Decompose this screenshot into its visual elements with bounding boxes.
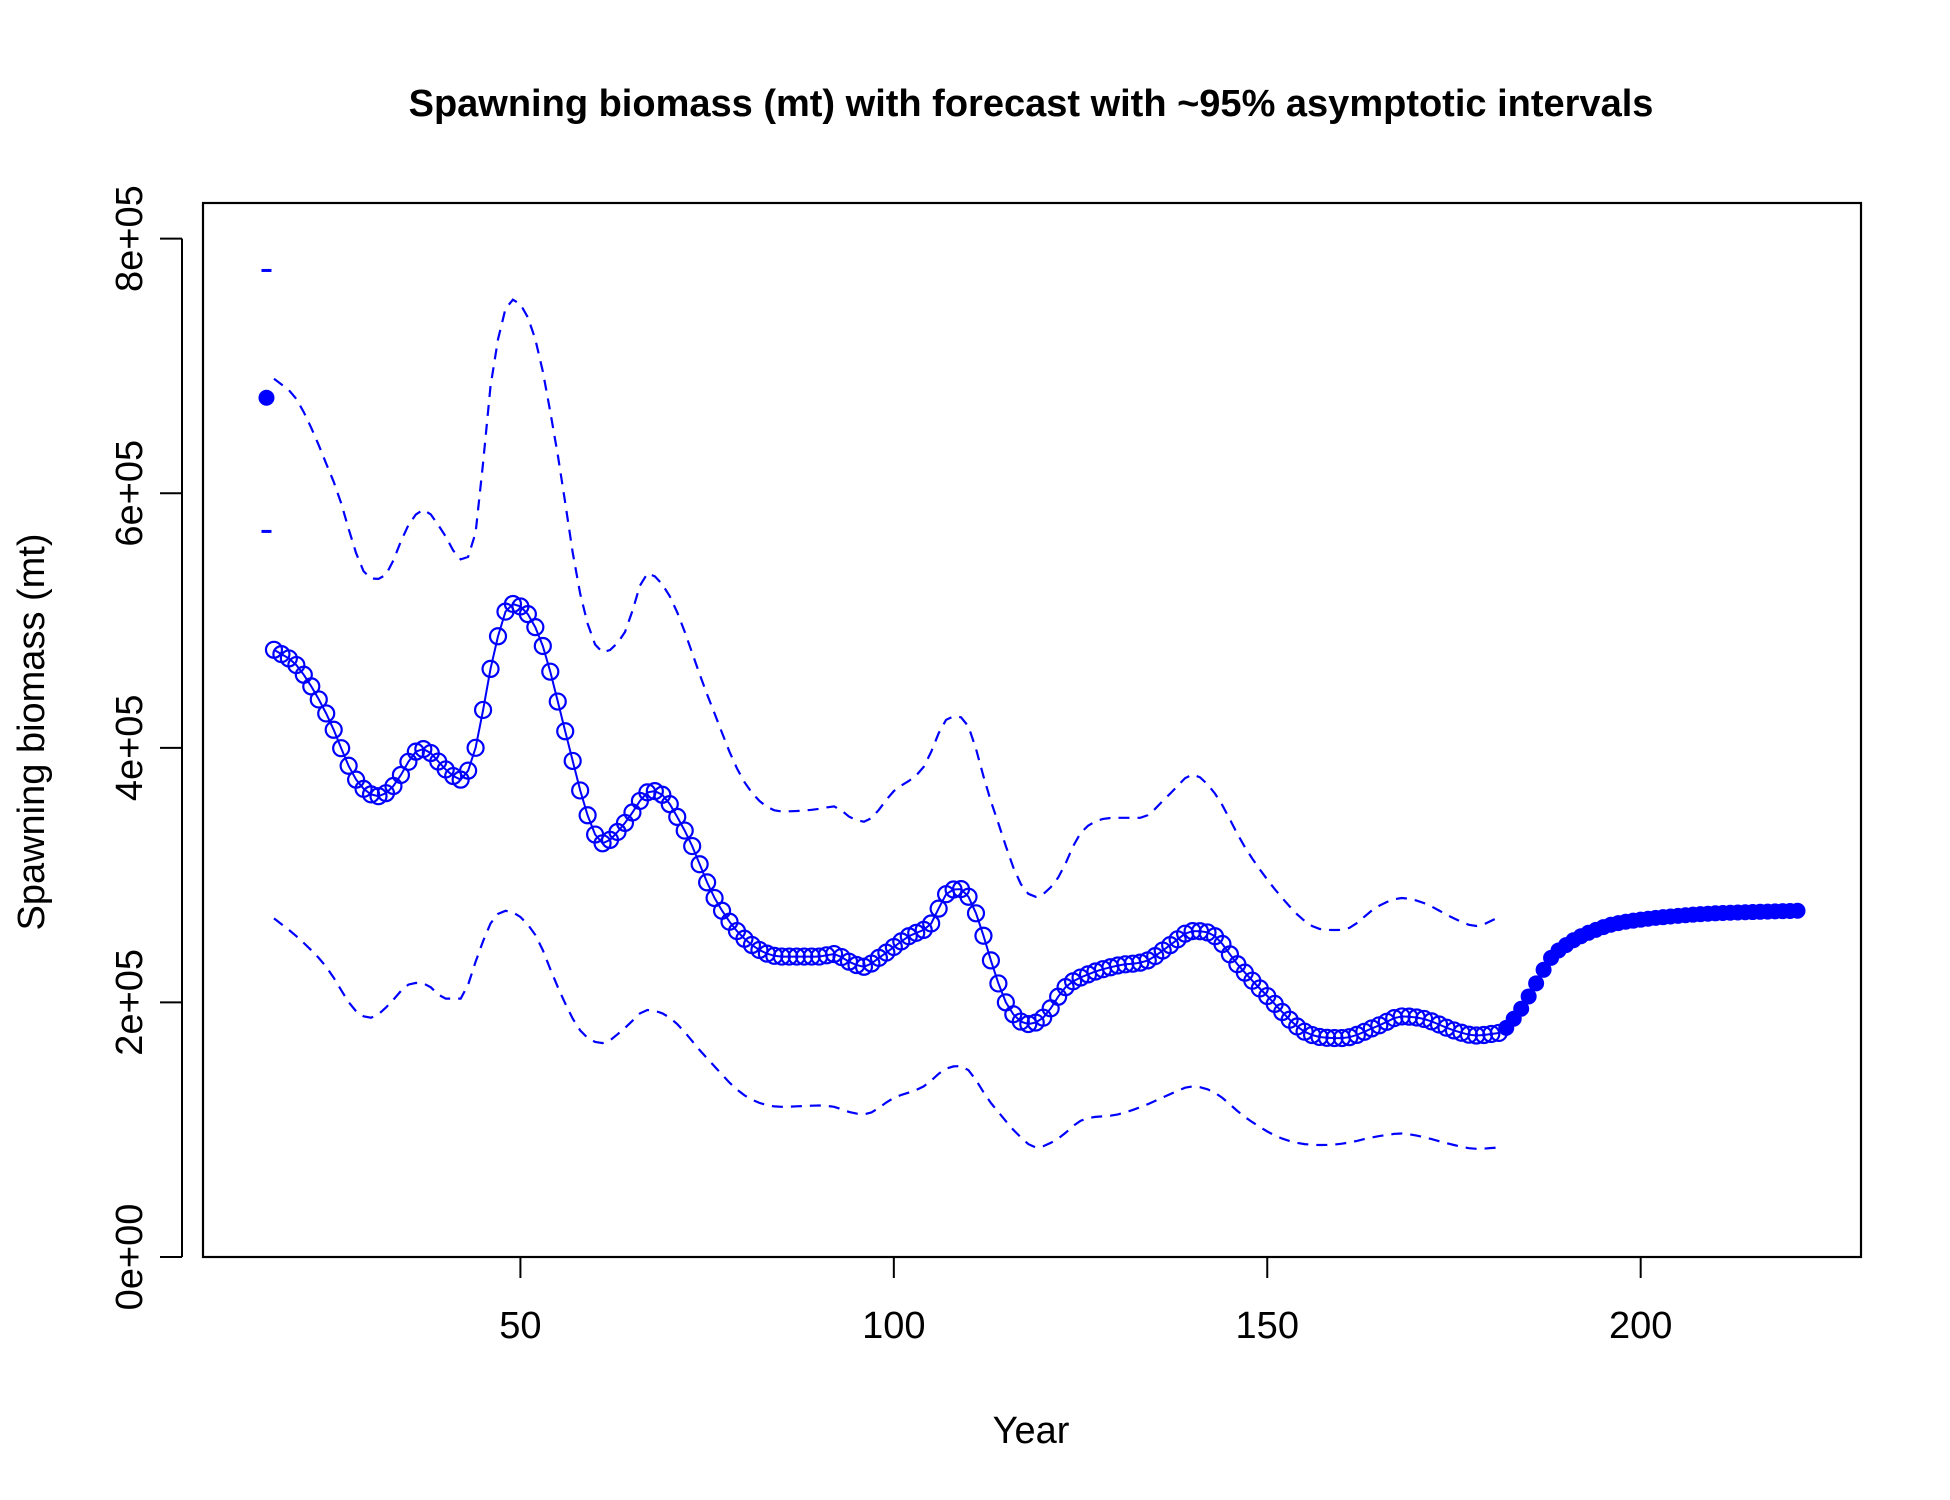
estimate-point: [556, 722, 575, 741]
estimate-point: [966, 904, 986, 923]
estimate-point: [541, 662, 560, 681]
forecast-point: [1520, 988, 1537, 1005]
estimate-point: [989, 974, 1008, 993]
estimate-point: [578, 806, 597, 825]
forecast-point: [1789, 902, 1806, 919]
estimate-point: [981, 951, 1001, 970]
x-tick-label: 150: [1236, 1305, 1299, 1347]
estimate-point: [690, 855, 709, 874]
plot-frame: [201, 201, 1863, 1259]
y-tick-label: 4e+05: [109, 694, 151, 801]
estimate-point: [548, 692, 567, 711]
estimate-point: [332, 739, 351, 758]
x-tick-label: 50: [499, 1305, 541, 1347]
estimate-point: [922, 914, 941, 933]
estimate-point: [473, 700, 493, 720]
y-axis-label: Spawning biomass (mt): [11, 533, 53, 930]
estimate-point: [526, 618, 545, 637]
estimate-point: [317, 704, 336, 723]
estimate-point: [324, 720, 343, 739]
estimate-point: [466, 738, 485, 757]
estimate-point: [503, 594, 523, 614]
y-tick-label: 8e+05: [109, 185, 151, 292]
estimate-point: [974, 926, 993, 945]
y-axis: 0e+00 2e+05 4e+05 6e+05 8e+05: [109, 185, 183, 1311]
y-tick-label: 6e+05: [109, 440, 151, 547]
estimate-point: [481, 659, 500, 678]
forecast-point: [1528, 975, 1545, 992]
estimate-point: [683, 836, 702, 856]
estimate-point: [668, 807, 687, 826]
estimate-point: [1019, 1014, 1038, 1034]
estimate-point: [533, 636, 552, 656]
estimate-point: [571, 781, 590, 800]
forecast-point: [1513, 1000, 1530, 1017]
x-tick-label: 200: [1609, 1305, 1672, 1347]
estimate-point: [698, 873, 717, 892]
y-tick-label: 2e+05: [109, 949, 151, 1056]
x-axis: 50 100 150 200: [499, 1256, 1672, 1347]
estimate-point: [563, 751, 582, 771]
lower-interval-line: [273, 909, 1499, 1150]
estimate-point: [1131, 953, 1150, 972]
plot-area: [258, 268, 1806, 1150]
upper-interval-line: [273, 298, 1500, 932]
forecast-point: [1535, 961, 1552, 978]
estimate-point: [339, 756, 358, 775]
y-tick-label: 0e+00: [109, 1204, 151, 1311]
x-tick-label: 100: [862, 1305, 925, 1347]
estimate-point: [488, 627, 508, 646]
estimate-point: [1482, 1024, 1501, 1044]
estimate-point: [944, 880, 963, 899]
estimate-point: [959, 887, 978, 906]
estimate-point: [309, 690, 328, 709]
chart-title: Spawning biomass (mt) with forecast with…: [409, 83, 1654, 125]
x-axis-label: Year: [993, 1410, 1070, 1452]
virgin-point: [258, 389, 275, 406]
estimate-point: [459, 761, 478, 780]
estimate-line: [273, 602, 1499, 1040]
estimate-point: [675, 821, 694, 840]
estimate-point: [929, 899, 948, 918]
